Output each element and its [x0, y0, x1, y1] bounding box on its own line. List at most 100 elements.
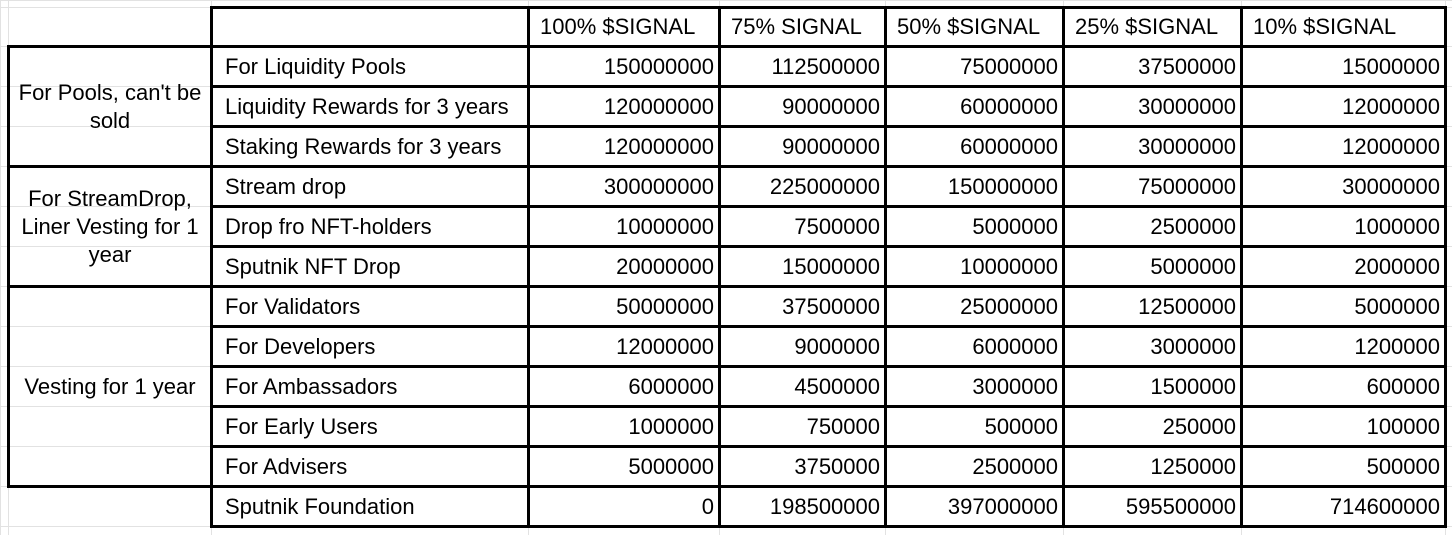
column-header: 50% $SIGNAL [897, 14, 1041, 39]
row-label: For Ambassadors [225, 373, 398, 399]
value-cell: 2000000 [1354, 253, 1440, 279]
cell-border [210, 445, 1447, 448]
value-cell: 3000000 [972, 373, 1058, 399]
value-cell: 300000000 [603, 173, 714, 199]
value-cell: 595500000 [1125, 493, 1236, 519]
value-cell: 12000000 [1342, 133, 1440, 159]
cell-border [210, 485, 1447, 488]
value-cell: 120000000 [603, 133, 714, 159]
value-cell: 7500000 [794, 213, 880, 239]
value-cell: 3000000 [1150, 333, 1236, 359]
value-cell: 500000 [1366, 453, 1440, 479]
value-cell: 5000000 [628, 453, 714, 479]
cell-border [210, 125, 1447, 128]
column-header: 100% $SIGNAL [540, 14, 696, 39]
cell-border [1062, 6, 1065, 528]
column-header: 10% $SIGNAL [1253, 14, 1397, 39]
column-header: 75% SIGNAL [731, 14, 862, 39]
value-cell: 397000000 [947, 493, 1058, 519]
value-cell: 500000 [984, 413, 1058, 439]
value-cell: 112500000 [771, 53, 881, 79]
cell-border [210, 405, 1447, 408]
value-cell: 6000000 [628, 373, 714, 399]
cell-border [210, 165, 1447, 168]
value-cell: 30000000 [1342, 173, 1440, 199]
row-label: For Developers [225, 333, 376, 359]
group-label: For Pools, can't be sold [18, 79, 202, 133]
cell-border [210, 6, 213, 528]
value-cell: 120000000 [603, 93, 714, 119]
cell-border [210, 325, 1447, 328]
row-label: Sputnik NFT Drop [225, 253, 401, 279]
cell-border [7, 45, 212, 48]
value-cell: 1250000 [1150, 453, 1236, 479]
value-cell: 5000000 [972, 213, 1058, 239]
value-cell: 4500000 [794, 373, 880, 399]
value-cell: 10000000 [616, 213, 714, 239]
column-header: 25% $SIGNAL [1075, 14, 1219, 39]
value-cell: 225000000 [769, 173, 880, 199]
row-label: For Validators [225, 293, 361, 319]
value-cell: 714600000 [1329, 493, 1440, 519]
row-label: Liquidity Rewards for 3 years [225, 93, 509, 119]
value-cell: 75000000 [960, 53, 1058, 79]
value-cell: 1000000 [1354, 213, 1440, 239]
value-cell: 37500000 [1138, 53, 1236, 79]
cell-border [7, 485, 212, 488]
value-cell: 30000000 [1138, 133, 1236, 159]
value-cell: 1000000 [628, 413, 714, 439]
value-cell: 25000000 [960, 293, 1058, 319]
value-cell: 150000000 [947, 173, 1058, 199]
value-cell: 90000000 [782, 93, 880, 119]
cell-border [7, 285, 212, 288]
cell-border [210, 6, 1447, 9]
group-label: Vesting for 1 year [24, 373, 196, 399]
cell-border [210, 45, 1447, 48]
value-cell: 20000000 [616, 253, 714, 279]
value-cell: 5000000 [1150, 253, 1236, 279]
value-cell: 12000000 [616, 333, 714, 359]
gridline [0, 0, 1, 535]
row-label: For Liquidity Pools [225, 53, 406, 79]
value-cell: 1200000 [1354, 333, 1440, 359]
row-label: For Advisers [225, 453, 348, 479]
row-label: Sputnik Foundation [225, 493, 415, 519]
value-cell: 2500000 [1150, 213, 1236, 239]
cell-border [210, 85, 1447, 88]
value-cell: 60000000 [960, 93, 1058, 119]
value-cell: 9000000 [794, 333, 880, 359]
value-cell: 750000 [806, 413, 880, 439]
cell-border [7, 165, 212, 168]
value-cell: 37500000 [782, 293, 880, 319]
cell-border [1444, 6, 1447, 528]
value-cell: 2500000 [972, 453, 1058, 479]
cell-border [210, 245, 1447, 248]
value-cell: 5000000 [1354, 293, 1440, 319]
value-cell: 75000000 [1138, 173, 1236, 199]
value-cell: 600000 [1366, 373, 1440, 399]
row-label: Stream drop [225, 173, 347, 199]
value-cell: 12000000 [1342, 93, 1440, 119]
cell-border [210, 365, 1447, 368]
value-cell: 3750000 [794, 453, 880, 479]
value-cell: 12500000 [1138, 293, 1236, 319]
cell-border [527, 6, 530, 528]
value-cell: 50000000 [616, 293, 714, 319]
cell-border [1240, 6, 1243, 528]
value-cell: 15000000 [782, 253, 880, 279]
value-cell: 60000000 [960, 133, 1058, 159]
group-label: For StreamDrop, Liner Vesting for 1 year [21, 185, 199, 267]
value-cell: 30000000 [1138, 93, 1236, 119]
row-label: For Early Users [225, 413, 378, 439]
value-cell: 6000000 [972, 333, 1058, 359]
value-cell: 100000 [1366, 413, 1440, 439]
cell-border [210, 285, 1447, 288]
row-label: Staking Rewards for 3 years [225, 133, 502, 159]
value-cell: 250000 [1162, 413, 1236, 439]
value-cell: 198500000 [769, 493, 880, 519]
gridline [0, 0, 1452, 1]
value-cell: 150000000 [603, 53, 714, 79]
cell-border [210, 525, 1447, 528]
cell-border [884, 6, 887, 528]
